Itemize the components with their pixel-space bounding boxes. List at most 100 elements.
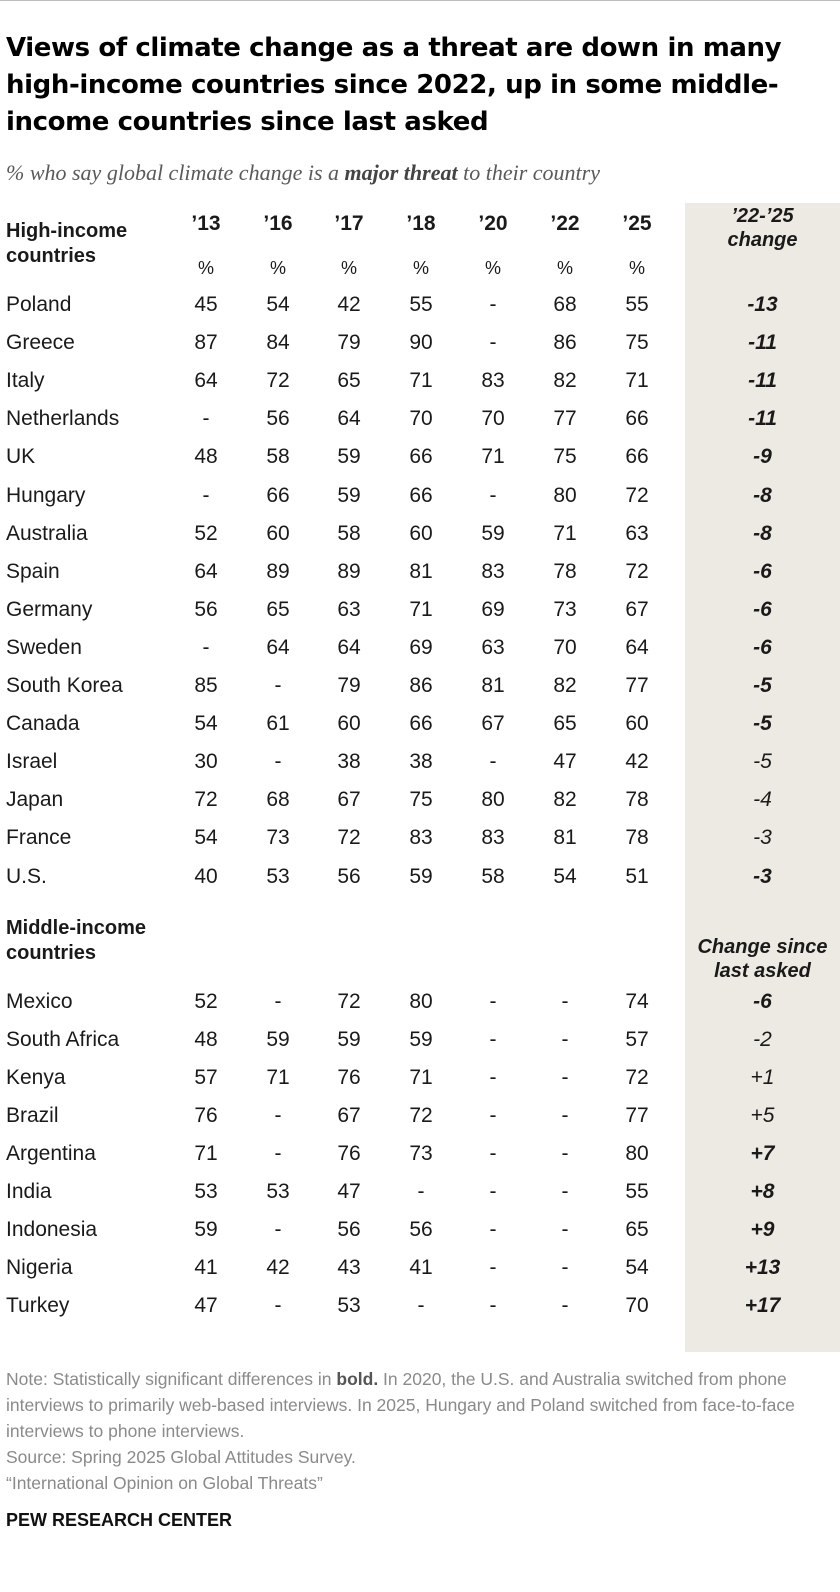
data-cell: -: [489, 1294, 497, 1317]
data-cell: -: [274, 1218, 282, 1241]
data-cell: -: [274, 1294, 282, 1317]
data-cell: 55: [625, 1180, 649, 1203]
data-cell: 66: [409, 484, 433, 507]
data-cell: 78: [553, 560, 577, 583]
data-cell: 71: [553, 522, 577, 545]
change-value: +9: [750, 1218, 775, 1241]
data-cell: 77: [553, 407, 577, 430]
data-cell: -: [561, 1180, 569, 1203]
data-cell: 64: [337, 636, 361, 659]
change-value: -11: [748, 369, 777, 392]
data-cell: 59: [266, 1028, 290, 1051]
data-cell: -: [489, 484, 497, 507]
year-header: ’22: [550, 212, 580, 235]
data-cell: -: [489, 331, 497, 354]
data-cell: 71: [409, 598, 433, 621]
data-cell: 58: [337, 522, 361, 545]
year-header: ’13: [191, 212, 221, 235]
country-label: U.S.: [6, 865, 47, 888]
change-value: -8: [753, 522, 772, 545]
data-cell: -: [489, 1142, 497, 1165]
change-value: -9: [753, 445, 772, 468]
country-label: UK: [6, 445, 36, 468]
country-label: Canada: [6, 712, 80, 735]
data-cell: 57: [625, 1028, 649, 1051]
year-header: ’25: [622, 212, 652, 235]
note-post: In 2020, the U.S. and Australia switched…: [6, 1369, 795, 1441]
data-cell: 71: [409, 369, 433, 392]
country-label: Spain: [6, 560, 60, 583]
data-cell: 43: [337, 1256, 361, 1279]
data-cell: 59: [409, 1028, 433, 1051]
data-cell: 72: [409, 1104, 433, 1127]
percent-unit: %: [484, 258, 501, 278]
data-cell: 69: [481, 598, 505, 621]
data-cell: 47: [553, 750, 577, 773]
report-title: “International Opinion on Global Threats…: [6, 1473, 323, 1493]
data-cell: 64: [194, 369, 218, 392]
country-label: Turkey: [6, 1294, 70, 1317]
data-cell: 81: [481, 674, 505, 697]
data-cell: 47: [337, 1180, 361, 1203]
data-cell: 56: [409, 1218, 433, 1241]
data-cell: 80: [409, 990, 433, 1013]
data-cell: 48: [194, 445, 218, 468]
data-cell: 51: [625, 865, 649, 888]
data-cell: 85: [194, 674, 218, 697]
data-cell: 48: [194, 1028, 218, 1051]
data-cell: 59: [481, 522, 505, 545]
change-column-background: [685, 203, 840, 1352]
change-value: -3: [753, 826, 772, 849]
data-cell: 72: [625, 1066, 649, 1089]
data-cell: 71: [625, 369, 649, 392]
percent-unit: %: [197, 258, 214, 278]
country-label: Greece: [6, 331, 75, 354]
country-label: India: [6, 1180, 52, 1203]
note-text: Note: Statistically significant differen…: [6, 1366, 836, 1444]
change-value: -4: [753, 788, 772, 811]
data-cell: -: [417, 1180, 425, 1203]
change-value: +13: [744, 1256, 781, 1279]
data-cell: 60: [625, 712, 649, 735]
subtitle-pre: % who say global climate change is a: [6, 160, 345, 185]
data-cell: 65: [337, 369, 361, 392]
data-cell: 75: [625, 331, 649, 354]
data-cell: -: [561, 1142, 569, 1165]
percent-unit: %: [269, 258, 286, 278]
data-cell: 58: [481, 865, 505, 888]
data-cell: 80: [625, 1142, 649, 1165]
data-cell: 82: [553, 788, 577, 811]
subtitle-post: to their country: [457, 160, 600, 185]
change-value: +8: [750, 1180, 775, 1203]
data-cell: 90: [409, 331, 433, 354]
chart-subtitle: % who say global climate change is a maj…: [6, 160, 836, 186]
data-cell: -: [274, 990, 282, 1013]
data-cell: 52: [194, 990, 218, 1013]
data-cell: 57: [194, 1066, 218, 1089]
change-value: -13: [747, 293, 778, 316]
data-cell: 56: [337, 865, 361, 888]
data-cell: 86: [409, 674, 433, 697]
data-cell: -: [417, 1294, 425, 1317]
data-cell: 42: [266, 1256, 290, 1279]
data-cell: 53: [266, 865, 290, 888]
data-cell: 65: [553, 712, 577, 735]
data-cell: -: [489, 1104, 497, 1127]
country-label: Japan: [6, 788, 64, 811]
brand-logo-text: PEW RESEARCH CENTER: [6, 1510, 233, 1530]
data-cell: 63: [481, 636, 505, 659]
change-value: -6: [753, 560, 772, 583]
data-cell: 76: [194, 1104, 218, 1127]
data-cell: 41: [409, 1256, 433, 1279]
percent-unit: %: [340, 258, 357, 278]
data-cell: -: [561, 1218, 569, 1241]
data-cell: 59: [194, 1218, 218, 1241]
data-cell: 67: [337, 1104, 361, 1127]
data-cell: 61: [266, 712, 290, 735]
data-cell: 54: [266, 293, 290, 316]
data-cell: 84: [266, 331, 290, 354]
change-value: -5: [753, 674, 772, 697]
data-cell: 80: [553, 484, 577, 507]
change-value: +17: [744, 1294, 781, 1317]
data-cell: -: [202, 407, 210, 430]
